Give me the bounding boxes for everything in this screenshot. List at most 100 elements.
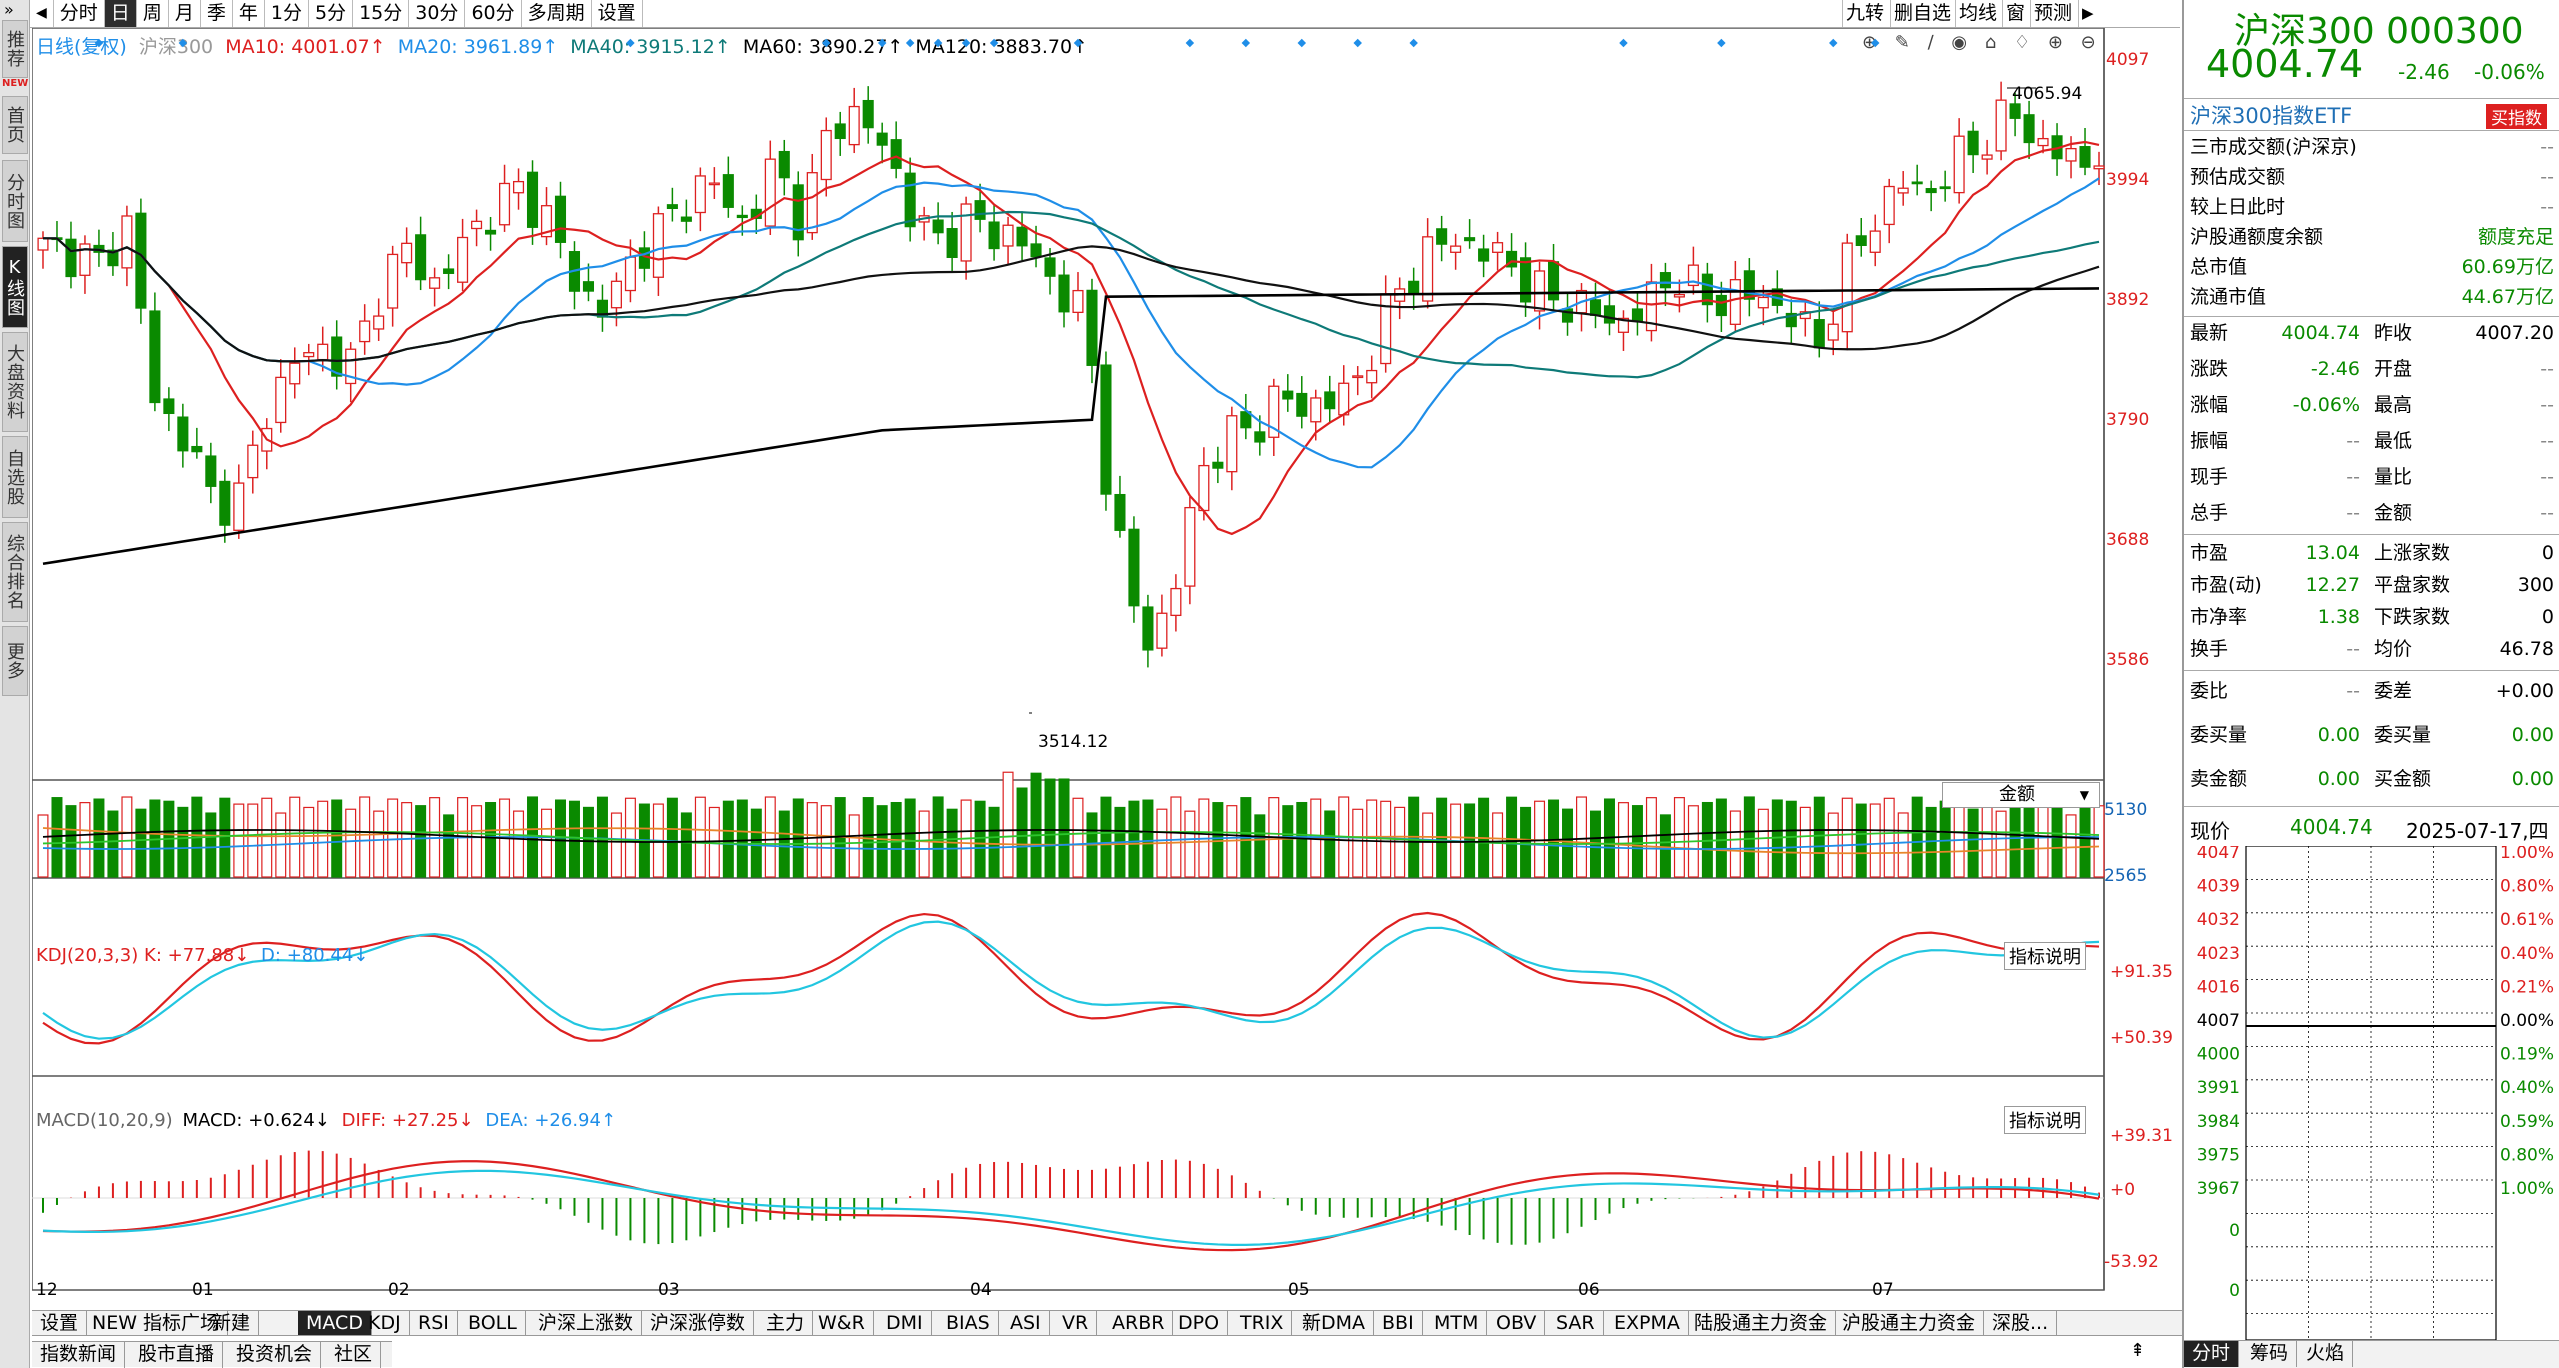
indicator-tab[interactable]: 新DMA xyxy=(1294,1311,1375,1335)
indicator-tab[interactable]: NEW 指标广场 xyxy=(84,1311,229,1335)
candle-body xyxy=(1939,186,1951,190)
sidebar-tab-market-info[interactable]: 大盘资料 xyxy=(2,332,28,432)
next-button[interactable]: ▶ xyxy=(2078,0,2097,27)
etf-link[interactable]: 沪深300指数ETF xyxy=(2190,104,2353,128)
quote-row: 市净率 1.38 下跌家数 0 xyxy=(2184,602,2559,632)
info-tab[interactable]: 股市直播 xyxy=(130,1342,224,1368)
remove-watchlist-button[interactable]: 删自选 xyxy=(1890,0,1954,27)
macd-explain-button[interactable]: 指标说明 xyxy=(2004,1106,2086,1134)
chart-tool-icons[interactable]: ⊕ ✎ ∕ ◉ ⌂ ♢ ⊕ ⊖ xyxy=(1862,32,2102,53)
indicator-tab[interactable]: RSI xyxy=(410,1311,458,1335)
indicator-tab[interactable]: DPO xyxy=(1170,1311,1229,1335)
indicator-tab[interactable]: ARBR xyxy=(1104,1311,1174,1335)
tab-1min[interactable]: 1分 xyxy=(265,0,309,27)
indicator-tab[interactable]: MTM xyxy=(1426,1311,1488,1335)
indicator-tab[interactable]: DMI xyxy=(878,1311,932,1335)
indicator-tab[interactable]: BBI xyxy=(1374,1311,1423,1335)
indicator-tab[interactable]: 设置 xyxy=(32,1311,88,1335)
quote-label: 买金额 xyxy=(2374,768,2432,790)
month-02: 02 xyxy=(388,1280,410,1300)
indicator-tab[interactable]: 沪深上涨数 xyxy=(530,1311,643,1335)
indicator-tab[interactable]: 深股... xyxy=(1984,1311,2058,1335)
expand-icon[interactable]: » xyxy=(4,0,14,19)
predict-button[interactable]: 预测 xyxy=(2030,0,2075,27)
indicator-tab[interactable]: ASI xyxy=(1002,1311,1050,1335)
tab-timeline[interactable]: 分时 xyxy=(54,0,105,27)
candle-body xyxy=(1687,264,1699,287)
amount-bar xyxy=(1044,778,1056,878)
quote-label: 委差 xyxy=(2374,680,2413,702)
tab-year[interactable]: 年 xyxy=(233,0,265,27)
candle-body xyxy=(289,362,301,385)
candle-body xyxy=(1813,319,1825,349)
tab-panel-flame[interactable]: 火焰 xyxy=(2298,1341,2354,1367)
quote-label: 振幅 xyxy=(2190,430,2229,452)
tab-multi-period[interactable]: 多周期 xyxy=(522,0,592,27)
candle-body xyxy=(1464,237,1476,242)
tab-5min[interactable]: 5分 xyxy=(309,0,354,27)
ma-button[interactable]: 均线 xyxy=(1955,0,2000,27)
mini-pct-label: 0.19% xyxy=(2500,1045,2554,1065)
dropdown-icon: ▼ xyxy=(2079,788,2089,802)
sidebar-tab-recommend[interactable]: 推荐 xyxy=(2,20,28,78)
amount-bar xyxy=(1324,810,1336,878)
sidebar-tab-watchlist[interactable]: 自选股 xyxy=(2,436,28,518)
tab-day[interactable]: 日 xyxy=(104,0,137,27)
kdj-label[interactable]: KDJ(20,3,3) xyxy=(36,945,139,966)
quote-value: 0.00 xyxy=(2511,724,2554,746)
info-tab[interactable]: 投资机会 xyxy=(228,1342,322,1368)
indicator-tab[interactable]: 主力 xyxy=(758,1311,814,1335)
indicator-tab[interactable]: 新建 xyxy=(204,1311,260,1335)
indicator-tab[interactable]: 陆股通主力资金 xyxy=(1686,1311,1837,1335)
tab-panel-timeline[interactable]: 分时 xyxy=(2184,1341,2240,1367)
tab-week[interactable]: 周 xyxy=(137,0,169,27)
amount-bar xyxy=(1967,808,1979,878)
prev-button[interactable]: ◀ xyxy=(30,0,54,27)
jiuzhuan-button[interactable]: 九转 xyxy=(1842,0,1887,27)
window-button[interactable]: 窗 xyxy=(2002,0,2028,27)
indicator-tab[interactable]: MACD xyxy=(298,1311,372,1335)
buy-index-button[interactable]: 买指数 xyxy=(2486,104,2547,129)
chart-mode-label[interactable]: 日线(复权) xyxy=(36,36,127,58)
month-12: 12 xyxy=(36,1280,58,1300)
sidebar-tab-more[interactable]: 更多 xyxy=(2,626,28,696)
tab-15min[interactable]: 15分 xyxy=(353,0,410,27)
info-tab[interactable]: 指数新闻 xyxy=(32,1342,126,1368)
tab-60min[interactable]: 60分 xyxy=(465,0,522,27)
mini-timeline-chart[interactable]: 4047 4039 4032 4023 4016 4007 4000 3991 3984 3975… xyxy=(2184,846,2559,1342)
amount-selector[interactable]: 金额 ▼ xyxy=(1942,782,2100,808)
month-07: 07 xyxy=(1872,1280,1894,1300)
amount-bar xyxy=(121,796,133,878)
tab-30min[interactable]: 30分 xyxy=(409,0,466,27)
tab-month[interactable]: 月 xyxy=(169,0,201,27)
tab-settings[interactable]: 设置 xyxy=(592,0,643,27)
sidebar-tab-home[interactable]: 首页 xyxy=(2,96,28,154)
tab-panel-chips[interactable]: 筹码 xyxy=(2242,1341,2298,1367)
price-pct: -0.06% xyxy=(2474,60,2545,84)
candle-body xyxy=(1925,188,1937,194)
mini-price-label: 4016 xyxy=(2197,977,2240,997)
indicator-tab[interactable]: KDJ xyxy=(360,1311,410,1335)
indicator-tab[interactable]: BOLL xyxy=(460,1311,526,1335)
indicator-tab[interactable]: BIAS xyxy=(938,1311,999,1335)
scroll-top-icon[interactable]: ⇞ xyxy=(2130,1340,2146,1361)
indicator-tab[interactable]: 沪股通主力资金 xyxy=(1834,1311,1985,1335)
indicator-tab[interactable]: OBV xyxy=(1488,1311,1546,1335)
indicator-tab[interactable]: VR xyxy=(1054,1311,1098,1335)
mini-pct-label: 0.00% xyxy=(2500,1011,2554,1031)
indicator-tab[interactable]: EXPMA xyxy=(1606,1311,1689,1335)
sidebar-tab-ranking[interactable]: 综合排名 xyxy=(2,522,28,622)
price-axis-3994: 3994 xyxy=(2106,170,2150,190)
info-tab[interactable]: 社区 xyxy=(326,1342,382,1368)
macd-axis-bot: -53.92 xyxy=(2104,1252,2159,1272)
sidebar-tab-timeline[interactable]: 分时图 xyxy=(2,160,28,242)
tab-quarter[interactable]: 季 xyxy=(201,0,233,27)
kline-chart[interactable] xyxy=(32,28,2182,1318)
macd-label[interactable]: MACD(10,20,9) xyxy=(36,1110,173,1131)
indicator-tab[interactable]: TRIX xyxy=(1232,1311,1293,1335)
indicator-tab[interactable]: W&R xyxy=(810,1311,874,1335)
sidebar-tab-kline[interactable]: K线图 xyxy=(2,246,28,328)
indicator-tab[interactable]: 沪深涨停数 xyxy=(642,1311,755,1335)
kdj-explain-button[interactable]: 指标说明 xyxy=(2004,942,2086,970)
indicator-tab[interactable]: SAR xyxy=(1548,1311,1604,1335)
